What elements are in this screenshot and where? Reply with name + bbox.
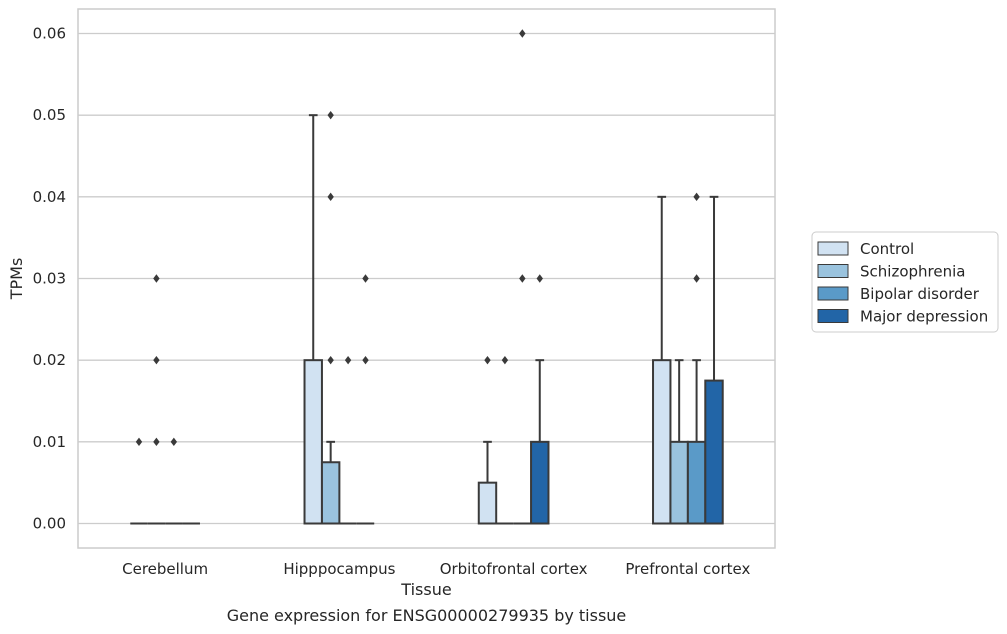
outlier-point [153,274,160,283]
outlier-point [362,274,369,283]
box-body [477,481,498,525]
outlier-point [170,437,178,447]
legend-swatch [817,309,849,323]
legend-swatch [817,241,849,256]
box-1-3 [356,274,375,525]
boxes-layer [130,29,724,525]
legend: Control Schizophrenia Bipolar disorder Majo… [811,231,999,333]
y-tick-label: 0.04 [33,188,66,206]
legend-label: Control [860,240,914,258]
outlier-point [519,29,526,38]
outlier-point [536,274,543,283]
box-3-2 [686,192,707,525]
legend-frame [811,231,999,333]
y-tick-label: 0.01 [33,433,66,451]
outlier-point [327,192,334,202]
box-body [652,359,672,525]
outlier-point [519,274,526,283]
box-body [704,379,724,525]
outlier-point [153,437,160,447]
box-1-0 [303,114,323,525]
outlier-point [362,355,369,365]
x-axis-label: Tissue [400,580,451,599]
legend-swatch [817,286,849,301]
y-tick-label: 0.02 [33,351,66,369]
outlier-point [153,355,160,365]
x-tick-label: Cerebellum [122,560,208,578]
box-1-1 [320,110,341,525]
outlier-point [344,355,352,365]
y-tick-label: 0.06 [33,25,66,43]
legend-swatch [817,264,849,278]
y-axis-label: TPMs [7,258,26,301]
x-tick-label: Prefrontal cortex [625,560,750,578]
outlier-point [501,355,509,365]
plot-frame [77,8,776,549]
outlier-point [693,274,700,283]
y-tick-label: 0.05 [33,106,66,124]
y-tick-label: 0.03 [33,270,66,288]
outlier-point [693,192,700,202]
y-tick-label: 0.00 [33,515,66,533]
box-2-1 [496,355,514,525]
outlier-point [484,355,491,365]
box-body [669,440,689,525]
box-3-3 [704,195,724,525]
box-0-1 [147,274,166,525]
outlier-point [327,110,334,120]
y-tick-labels: 0.00 0.01 0.02 0.03 0.04 0.05 0.06 [33,25,66,533]
legend-label: Bipolar disorder [860,285,980,303]
box-body [686,440,707,525]
chart-caption: Gene expression for ENSG00000279935 by t… [227,606,627,625]
outlier-point [327,355,334,365]
box-body [303,359,323,525]
grid-lines [78,32,775,525]
box-3-0 [652,195,672,525]
x-tick-labels: Cerebellum Hipppocampus Orbitofrontal cort… [122,560,750,578]
box-body [530,440,550,525]
legend-label: Schizophrenia [860,263,965,281]
x-tick-label: Hipppocampus [283,560,395,578]
box-1-2 [339,355,357,525]
outlier-point [135,437,143,447]
box-body [320,461,341,525]
legend-label: Major depression [860,308,988,326]
box-2-0 [477,355,498,525]
box-3-1 [669,359,689,525]
box-2-3 [530,274,550,525]
box-2-2 [513,29,532,525]
x-tick-label: Orbitofrontal cortex [440,560,588,578]
box-0-0 [130,437,148,525]
box-0-2 [165,437,183,525]
